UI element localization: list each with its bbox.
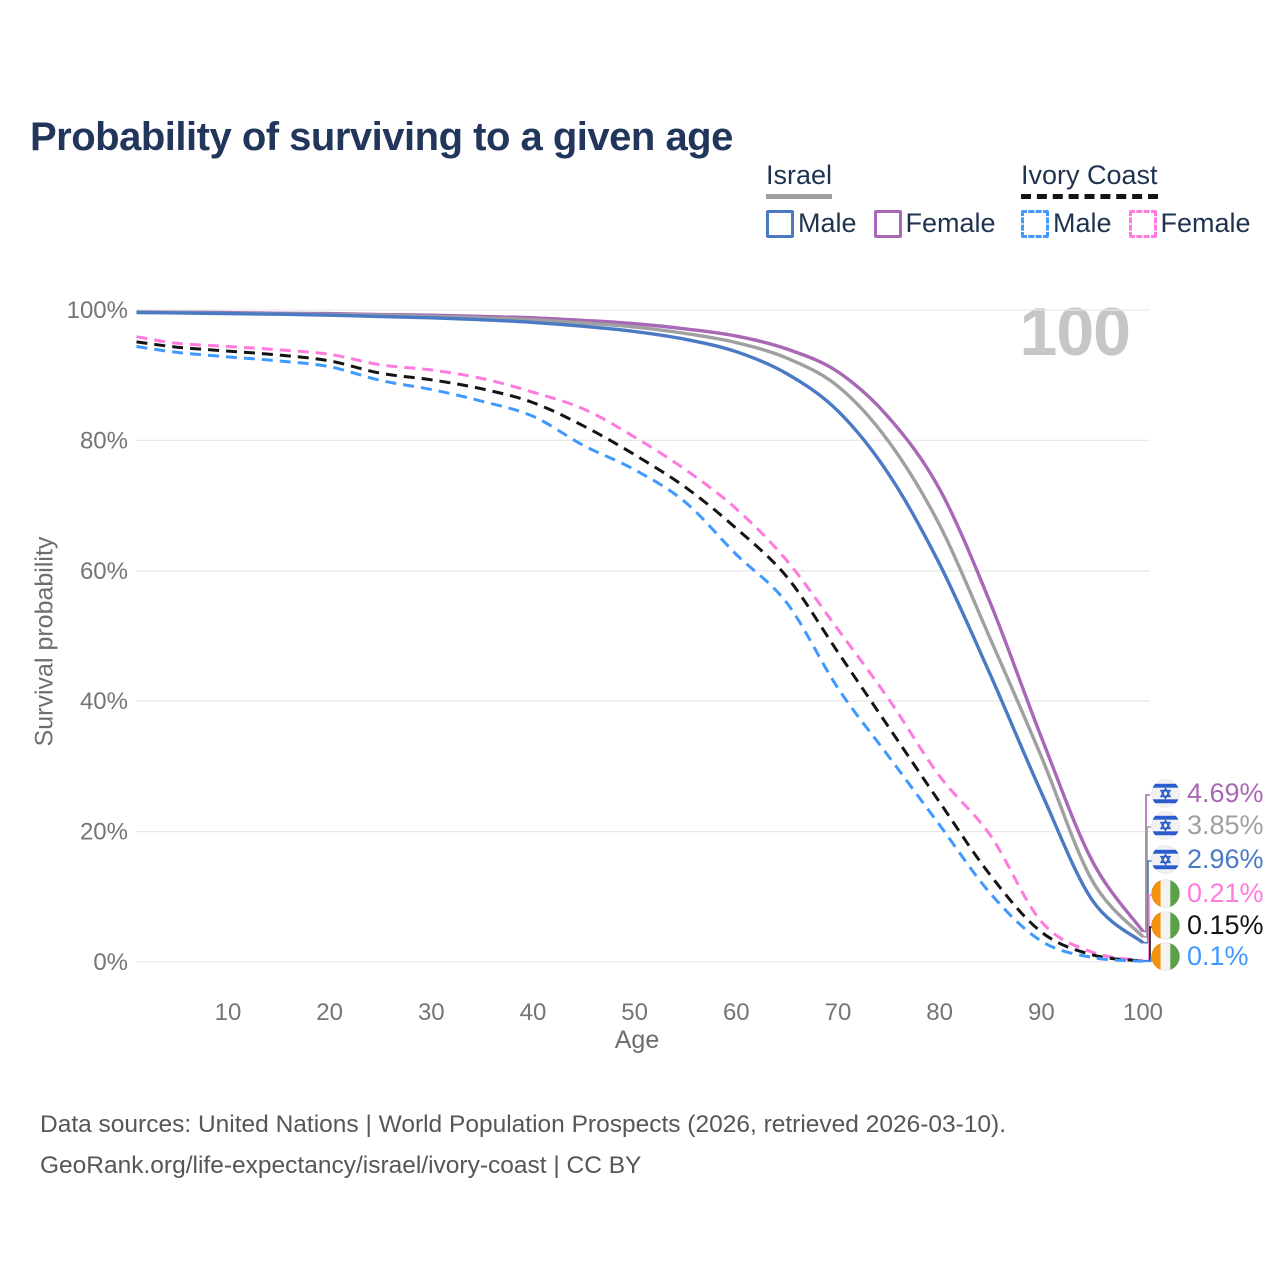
x-tick-label: 80 — [926, 999, 953, 1026]
x-axis-title: Age — [614, 1026, 660, 1054]
footer-line-1: Data sources: United Nations | World Pop… — [40, 1111, 1007, 1138]
x-tick-label: 20 — [316, 999, 343, 1026]
legend-swatch-israel-female[interactable] — [873, 209, 902, 238]
israel-flag-icon — [1151, 811, 1180, 840]
legend-item-ivory-coast-female[interactable]: Female — [1160, 208, 1251, 238]
series-ivory-coast-male — [136, 345, 1144, 963]
end-value-israel-male: 2.96% — [1187, 844, 1264, 874]
legend-item-israel-male[interactable]: Male — [798, 208, 857, 238]
leader-line-israel-both — [1143, 826, 1151, 938]
end-label-israel-both: 3.85% — [1151, 810, 1264, 841]
y-tick-label: 0% — [93, 949, 128, 976]
leader-line-israel-female — [1143, 794, 1150, 933]
legend-item-ivory-coast-male[interactable]: Male — [1053, 208, 1112, 238]
series-israel-male — [136, 310, 1145, 945]
x-tick-label: 70 — [825, 999, 852, 1026]
x-tick-label: 60 — [723, 999, 750, 1026]
series-israel-both — [136, 310, 1145, 939]
end-value-ivory-coast-male: 0.1% — [1187, 941, 1249, 971]
legend-swatch-israel-male[interactable] — [766, 209, 794, 238]
page-title: Probability of surviving to a given age — [30, 114, 733, 159]
legend-country-ivory-coast: Ivory Coast — [1021, 160, 1158, 199]
y-axis-title: Survival probability — [30, 536, 59, 747]
legend-group-ivory-coast: Ivory Coast Male Female — [1021, 160, 1268, 239]
x-tick-label: 90 — [1028, 999, 1055, 1026]
leader-line-israel-male — [1143, 860, 1152, 944]
legend-swatch-ivory-coast-male[interactable] — [1021, 209, 1049, 238]
israel-flag-icon — [1151, 845, 1180, 874]
x-tick-label: 50 — [621, 999, 648, 1026]
legend-country-israel: Israel — [766, 160, 833, 199]
end-value-ivory-coast-female: 0.21% — [1187, 878, 1264, 908]
end-value-ivory-coast-both: 0.15% — [1187, 910, 1264, 940]
x-tick-label: 100 — [1123, 999, 1163, 1026]
end-label-israel-female: 4.69% — [1151, 778, 1264, 809]
x-tick-label: 30 — [418, 999, 445, 1026]
y-tick-label: 60% — [80, 558, 128, 585]
end-label-israel-male: 2.96% — [1151, 844, 1264, 875]
ivory-coast-flag-icon — [1151, 879, 1180, 908]
israel-flag-icon — [1151, 779, 1180, 808]
x-tick-label: 10 — [215, 999, 242, 1026]
y-tick-label: 80% — [80, 427, 128, 454]
end-value-israel-female: 4.69% — [1187, 778, 1264, 808]
end-label-ivory-coast-both: 0.15% — [1151, 910, 1264, 941]
end-label-ivory-coast-male: 0.1% — [1151, 941, 1249, 972]
x-tick-label: 40 — [520, 999, 547, 1026]
series-ivory-coast-female — [136, 335, 1144, 963]
ivory-coast-flag-icon — [1151, 911, 1180, 940]
y-tick-label: 100% — [67, 297, 128, 324]
footer-line-2: GeoRank.org/life-expectancy/israel/ivory… — [40, 1152, 642, 1179]
legend-group-israel: Israel Male Female — [766, 160, 1013, 239]
age-counter: 100 — [1019, 294, 1131, 370]
ivory-coast-flag-icon — [1151, 942, 1180, 971]
series-ivory-coast-both — [136, 340, 1144, 963]
y-tick-label: 40% — [80, 688, 128, 715]
end-label-ivory-coast-female: 0.21% — [1151, 878, 1264, 909]
legend-swatch-ivory-coast-female[interactable] — [1128, 209, 1157, 238]
y-tick-label: 20% — [80, 819, 128, 846]
end-value-israel-both: 3.85% — [1187, 810, 1264, 840]
source-footer: Data sources: United Nations | World Pop… — [40, 1104, 1006, 1186]
legend-item-israel-female[interactable]: Female — [905, 208, 996, 238]
series-israel-female — [136, 310, 1145, 933]
